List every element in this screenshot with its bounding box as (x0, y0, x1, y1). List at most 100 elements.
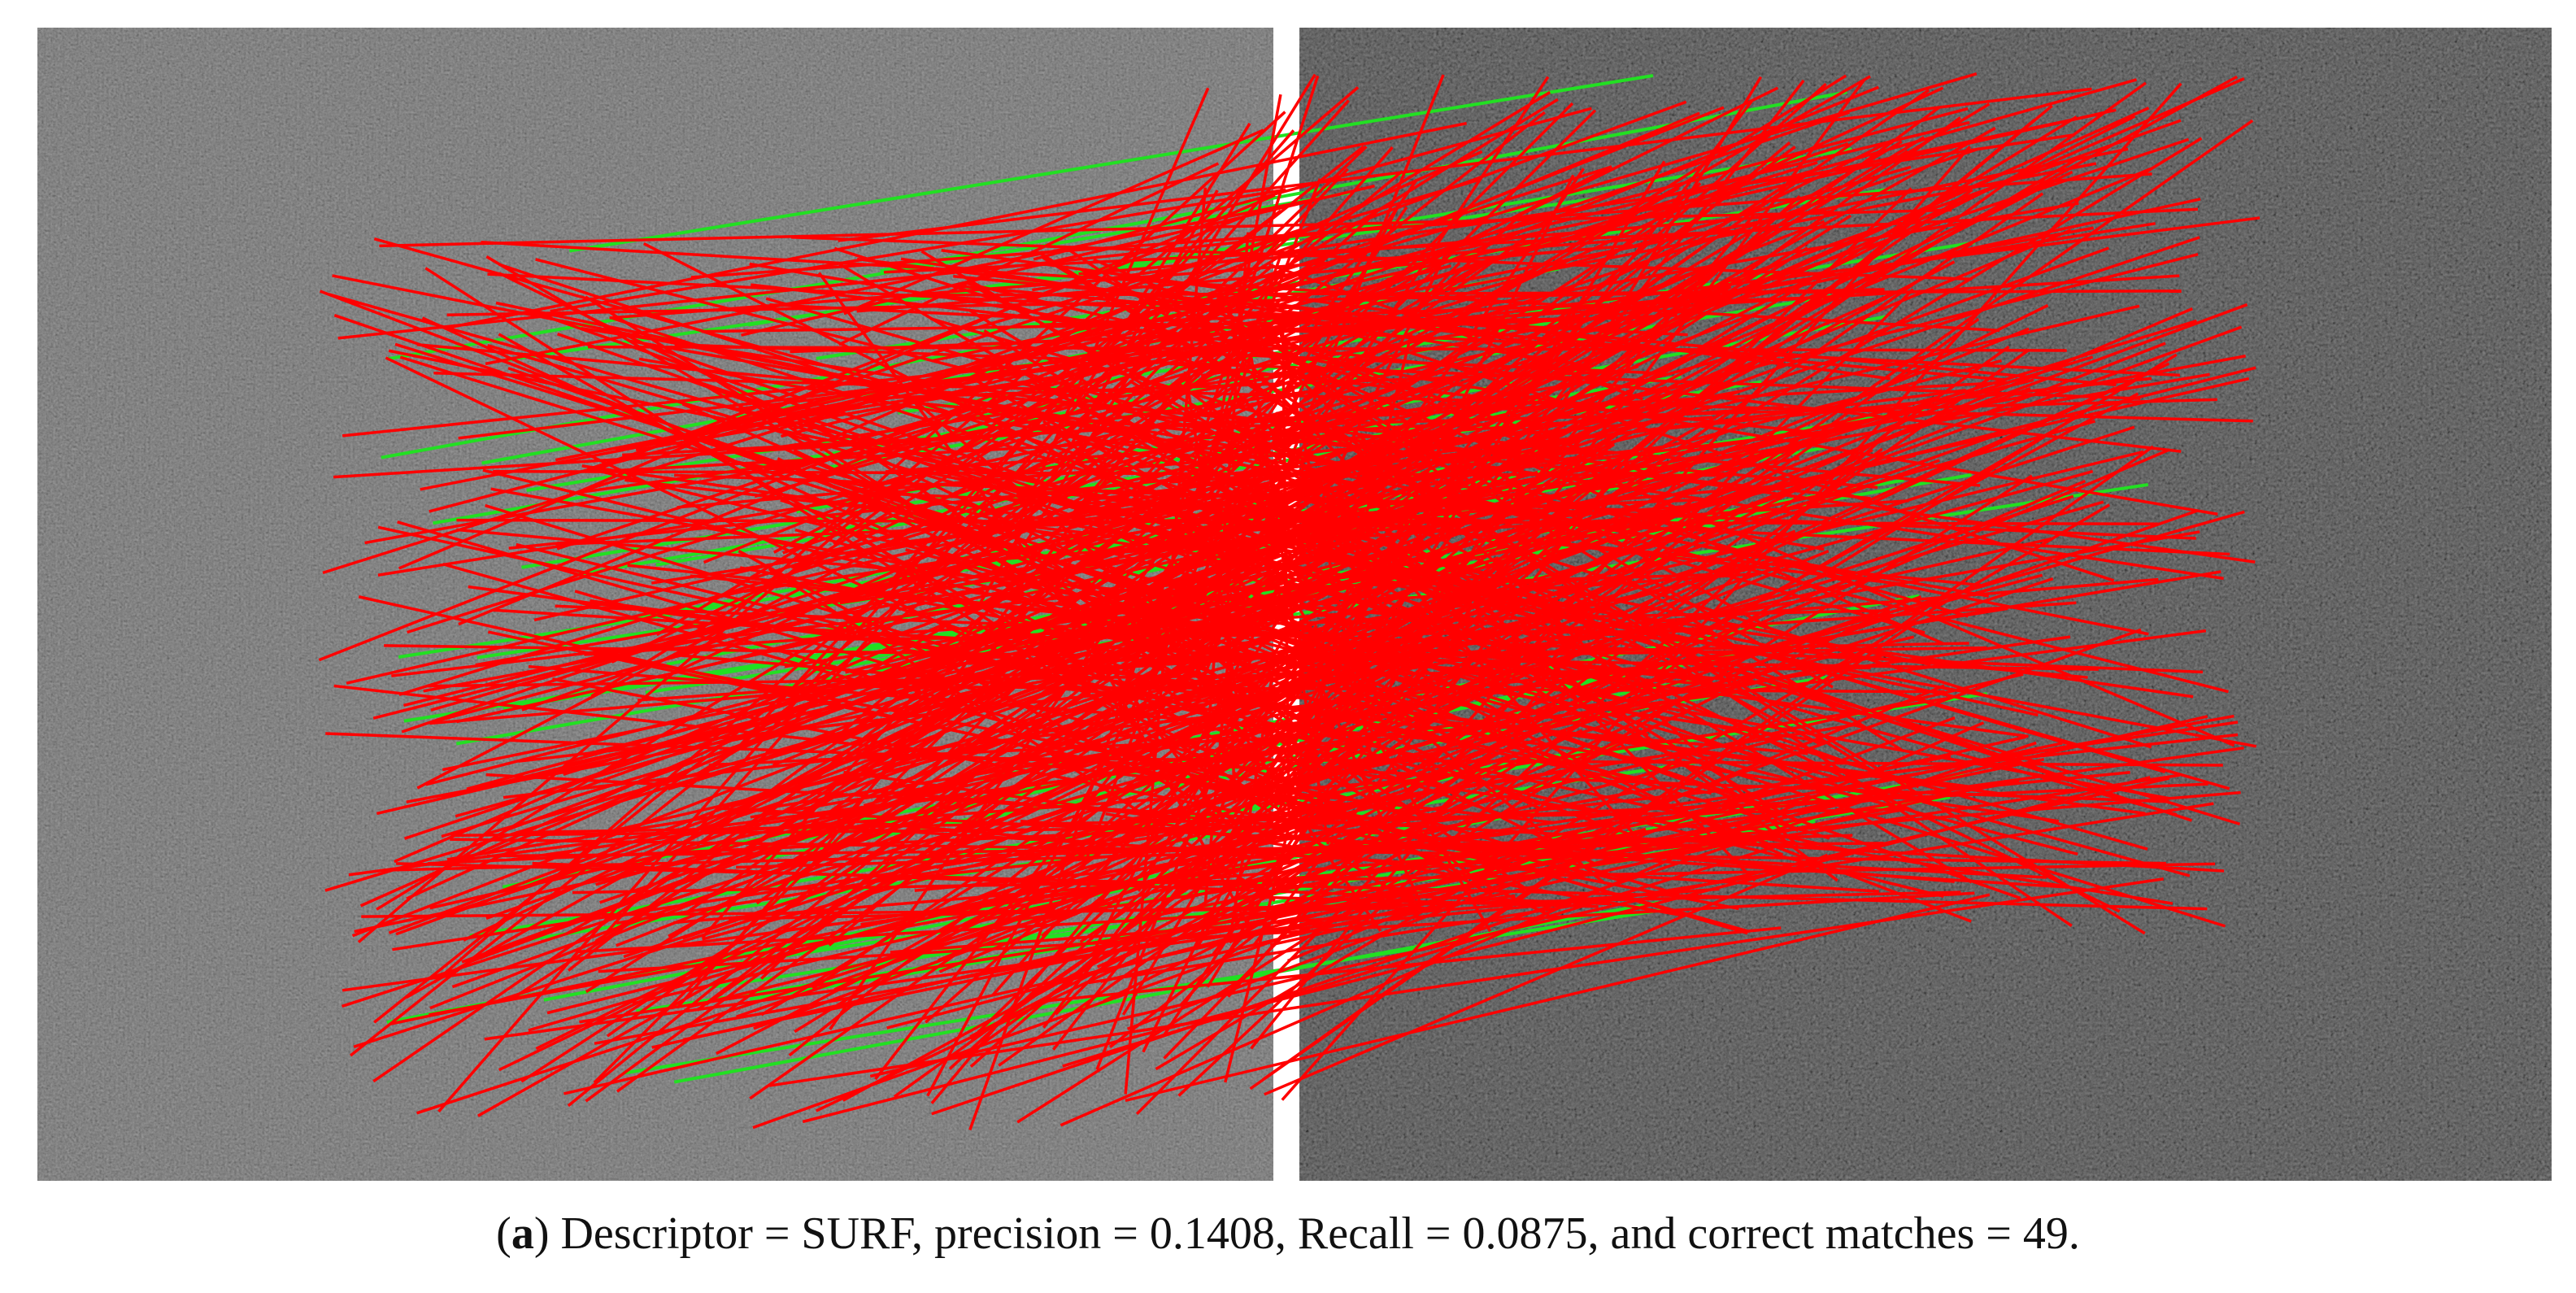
match-line (995, 746, 2244, 925)
match-line (1254, 324, 1473, 501)
match-line (1211, 315, 1682, 487)
match-line (1120, 495, 1921, 732)
match-line (1060, 721, 1985, 1127)
match-line (467, 303, 2248, 964)
caption-text: ) Descriptor = SURF, precision = 0.1408,… (534, 1208, 2080, 1259)
match-line (429, 537, 2052, 910)
caption-open: ( (496, 1208, 511, 1259)
match-line (337, 224, 1393, 340)
match-line (890, 887, 1720, 954)
match-line (590, 98, 1559, 698)
match-line (863, 600, 1595, 808)
match-line (635, 202, 2079, 452)
match-line (803, 606, 1526, 795)
match-line (372, 252, 2199, 720)
match-line (828, 141, 1791, 947)
match-line (1264, 853, 1829, 1096)
match-line (1202, 411, 2085, 927)
match-line (708, 731, 1381, 767)
match-line (1079, 515, 1734, 838)
match-line (936, 559, 1667, 869)
match-line (1075, 122, 1251, 404)
match-line (615, 108, 2117, 452)
match-line (597, 211, 1256, 471)
match-line (953, 274, 2117, 387)
match-line (1177, 408, 1914, 1097)
match-line (569, 74, 1654, 253)
match-line (790, 390, 1739, 569)
match-line (477, 409, 1728, 1117)
match-line (877, 370, 1606, 400)
match-line (399, 355, 2226, 928)
match-line (1105, 812, 1686, 918)
match-line (616, 116, 1961, 1093)
match-line (394, 253, 1800, 864)
match-line (970, 377, 1590, 721)
match-line (1268, 178, 2057, 588)
match-line (674, 473, 1665, 513)
caption-label: a (511, 1208, 534, 1259)
match-line (1249, 620, 1917, 1091)
match-line (977, 137, 2190, 546)
match-line (342, 425, 2135, 1008)
match-line (774, 311, 1511, 836)
match-line (627, 564, 1704, 682)
match-line (1125, 893, 1991, 1103)
match-line (1252, 300, 2115, 582)
match-line (1004, 168, 1349, 529)
match-line (815, 625, 1836, 1112)
match-line (1250, 633, 1588, 1050)
match-line (398, 371, 1442, 696)
match-line (1162, 811, 1312, 1037)
match-line (437, 129, 1295, 1112)
match-line (1218, 771, 1238, 812)
match-line (668, 75, 2238, 938)
match-line (1033, 107, 1592, 261)
match-line (1200, 222, 2156, 377)
match-line (537, 312, 1502, 654)
match-line (550, 188, 1286, 313)
match-line (579, 773, 2181, 1024)
match-line (679, 86, 1944, 672)
match-line (1048, 926, 1782, 1003)
match-line (705, 544, 1373, 1006)
match-line (427, 782, 2208, 865)
match-line (567, 182, 1702, 1108)
match-line (764, 524, 1639, 700)
match-line (737, 216, 2261, 411)
match-line (1103, 608, 1891, 1003)
match-line (387, 190, 1354, 361)
match-line (860, 721, 2239, 926)
match-line (1238, 729, 1583, 890)
match-line (572, 862, 2216, 895)
match-line (401, 282, 1730, 734)
match-line (377, 525, 1865, 855)
match-line (1081, 499, 1223, 869)
caption: (a) Descriptor = SURF, precision = 0.140… (496, 1208, 2080, 1259)
match-line (1088, 802, 2214, 985)
match-line (463, 170, 2073, 942)
match-line (861, 491, 2230, 556)
match-line (702, 573, 2043, 941)
match-line (1279, 333, 1373, 759)
match-line (843, 128, 1264, 316)
match-line (546, 793, 1422, 1015)
match-line (575, 900, 1452, 954)
match-line (1155, 503, 2111, 1071)
match-line (1050, 545, 1784, 856)
match-line (794, 528, 1830, 840)
match-line (394, 342, 1649, 737)
match-line (396, 862, 2208, 911)
match-line (1246, 895, 1599, 908)
match-line (319, 290, 1972, 923)
match-line (865, 109, 1597, 836)
match-line (379, 208, 1952, 248)
match-line (498, 451, 1774, 1072)
match-line (1219, 529, 1796, 763)
match-line (458, 111, 1700, 626)
match-line (466, 475, 1624, 790)
match-line (793, 100, 1687, 431)
match-line (1142, 174, 1575, 1053)
